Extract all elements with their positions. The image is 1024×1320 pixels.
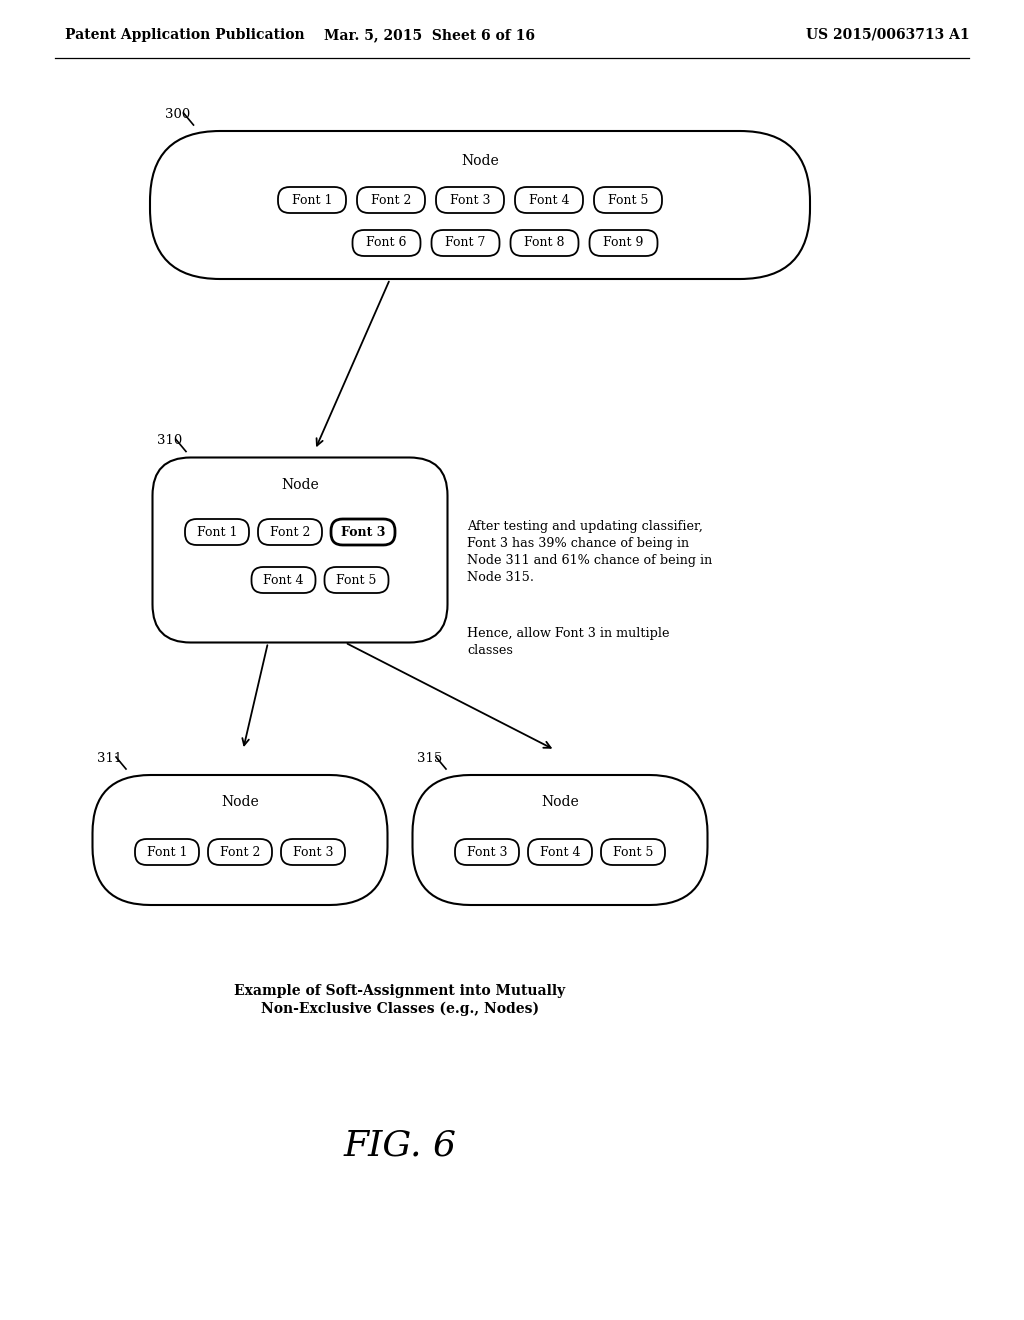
Text: Mar. 5, 2015  Sheet 6 of 16: Mar. 5, 2015 Sheet 6 of 16: [325, 28, 536, 42]
FancyBboxPatch shape: [258, 519, 322, 545]
Text: Font 8: Font 8: [524, 236, 565, 249]
FancyBboxPatch shape: [413, 775, 708, 906]
Text: Patent Application Publication: Patent Application Publication: [65, 28, 304, 42]
Text: Font 2: Font 2: [371, 194, 412, 206]
FancyBboxPatch shape: [594, 187, 662, 213]
Text: Font 5: Font 5: [336, 573, 377, 586]
Text: Font 5: Font 5: [612, 846, 653, 858]
FancyBboxPatch shape: [325, 568, 388, 593]
FancyBboxPatch shape: [431, 230, 500, 256]
FancyBboxPatch shape: [590, 230, 657, 256]
Text: Font 7: Font 7: [445, 236, 485, 249]
Text: Node: Node: [221, 795, 259, 809]
Text: Font 5: Font 5: [608, 194, 648, 206]
FancyBboxPatch shape: [153, 458, 447, 643]
Text: Font 3: Font 3: [450, 194, 490, 206]
Text: Font 9: Font 9: [603, 236, 644, 249]
FancyBboxPatch shape: [281, 840, 345, 865]
Text: Font 4: Font 4: [540, 846, 581, 858]
FancyBboxPatch shape: [92, 775, 387, 906]
Text: Font 4: Font 4: [528, 194, 569, 206]
FancyBboxPatch shape: [150, 131, 810, 279]
FancyBboxPatch shape: [515, 187, 583, 213]
Text: Font 3: Font 3: [467, 846, 507, 858]
Text: Font 2: Font 2: [269, 525, 310, 539]
FancyBboxPatch shape: [528, 840, 592, 865]
Text: FIG. 6: FIG. 6: [343, 1129, 457, 1162]
Text: US 2015/0063713 A1: US 2015/0063713 A1: [806, 28, 970, 42]
Text: Font 3: Font 3: [293, 846, 333, 858]
Text: Node: Node: [282, 478, 318, 492]
FancyBboxPatch shape: [601, 840, 665, 865]
Text: 315: 315: [418, 752, 442, 766]
FancyBboxPatch shape: [252, 568, 315, 593]
FancyBboxPatch shape: [185, 519, 249, 545]
Text: Example of Soft-Assignment into Mutually
Non-Exclusive Classes (e.g., Nodes): Example of Soft-Assignment into Mutually…: [234, 983, 565, 1016]
Text: 311: 311: [97, 752, 123, 766]
Text: 300: 300: [165, 108, 190, 121]
Text: Node: Node: [461, 154, 499, 168]
Text: Font 1: Font 1: [197, 525, 238, 539]
Text: Font 2: Font 2: [220, 846, 260, 858]
Text: After testing and updating classifier,
Font 3 has 39% chance of being in
Node 31: After testing and updating classifier, F…: [467, 520, 713, 583]
FancyBboxPatch shape: [357, 187, 425, 213]
Text: Font 6: Font 6: [367, 236, 407, 249]
FancyBboxPatch shape: [135, 840, 199, 865]
FancyBboxPatch shape: [331, 519, 395, 545]
FancyBboxPatch shape: [455, 840, 519, 865]
FancyBboxPatch shape: [436, 187, 504, 213]
Text: Font 1: Font 1: [146, 846, 187, 858]
FancyBboxPatch shape: [511, 230, 579, 256]
Text: Font 3: Font 3: [341, 525, 385, 539]
Text: Font 1: Font 1: [292, 194, 332, 206]
Text: Font 4: Font 4: [263, 573, 304, 586]
FancyBboxPatch shape: [352, 230, 421, 256]
FancyBboxPatch shape: [208, 840, 272, 865]
Text: 310: 310: [158, 434, 182, 447]
Text: Node: Node: [541, 795, 579, 809]
FancyBboxPatch shape: [278, 187, 346, 213]
Text: Hence, allow Font 3 in multiple
classes: Hence, allow Font 3 in multiple classes: [467, 627, 670, 657]
